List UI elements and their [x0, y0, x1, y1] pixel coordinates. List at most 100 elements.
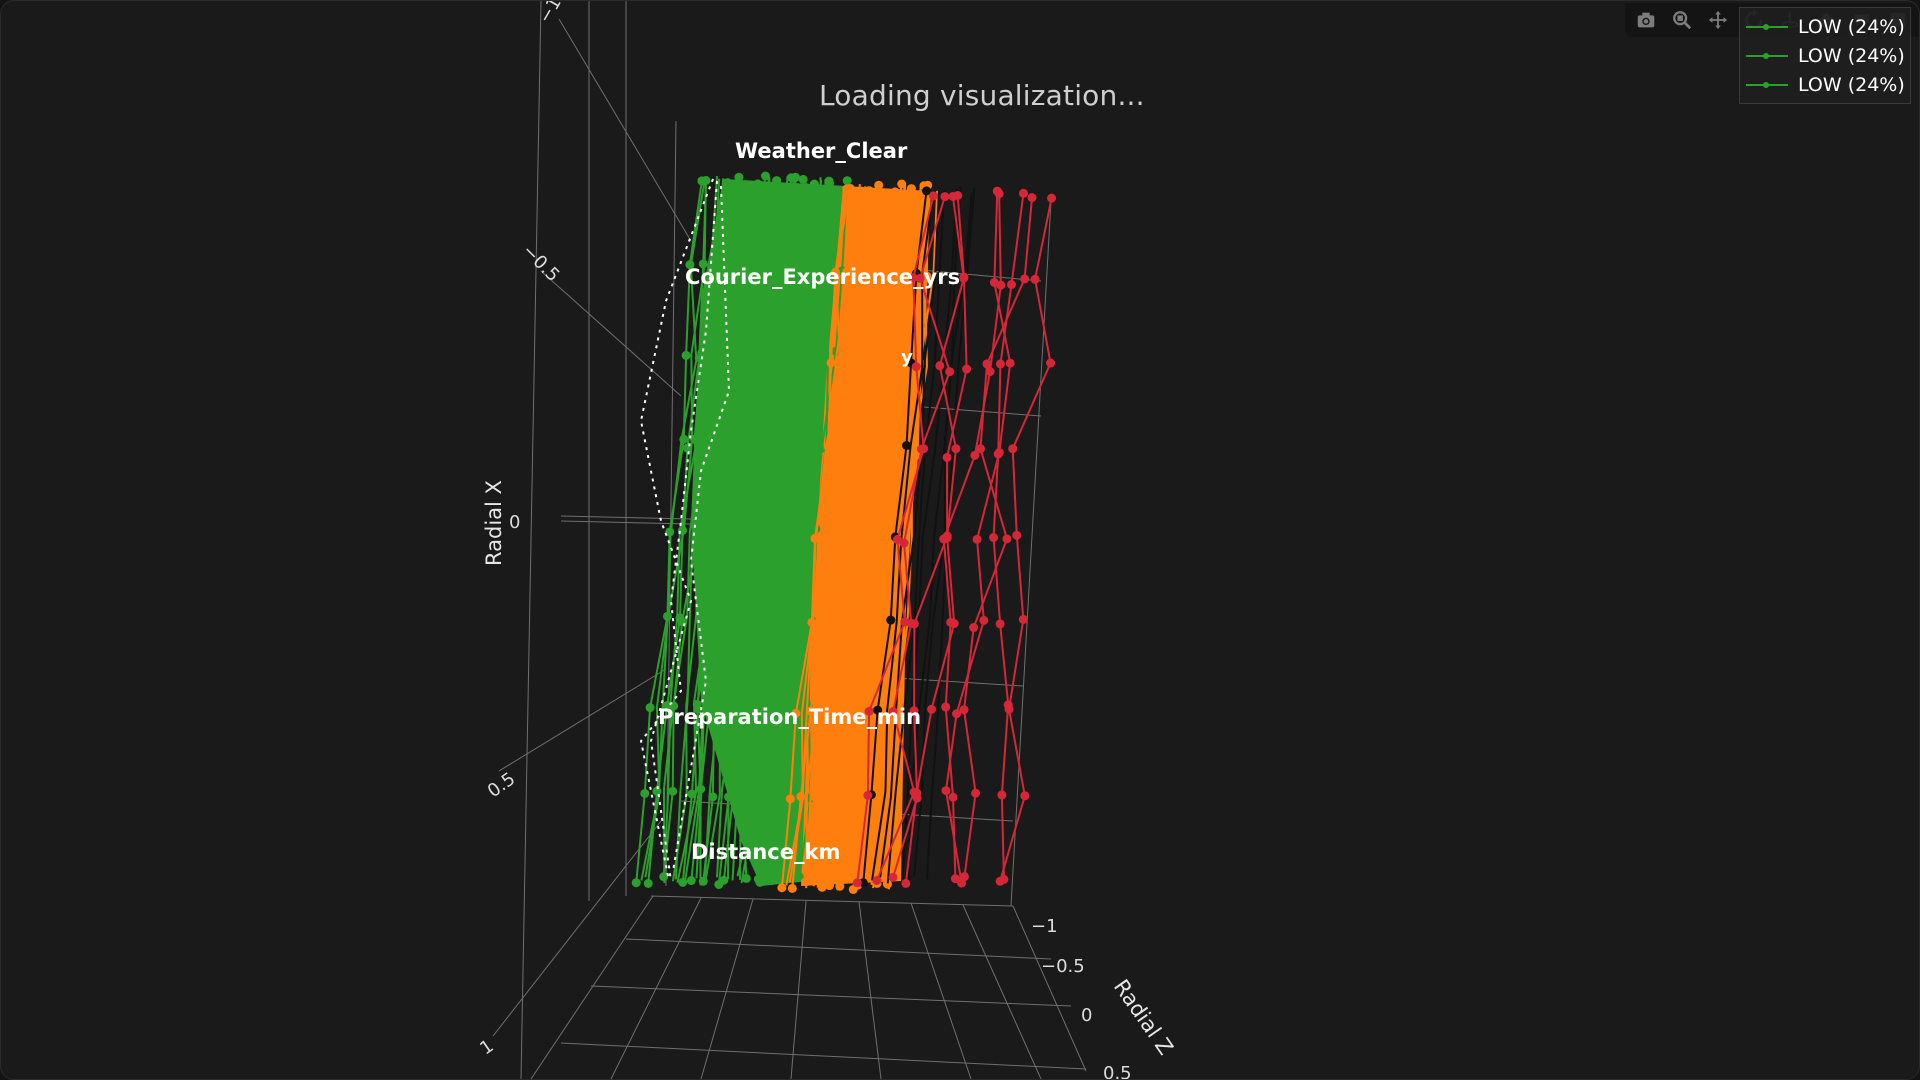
trace-marker	[690, 434, 700, 444]
trace-line	[840, 187, 906, 887]
trace-marker	[766, 523, 776, 533]
x-axis-title: Radial X	[482, 480, 506, 566]
trace-marker	[872, 875, 882, 885]
trace-line	[674, 178, 725, 880]
grid-line	[610, 897, 702, 1079]
trace-marker	[972, 534, 982, 544]
trace-marker	[818, 354, 828, 364]
z-tick-label: 0.5	[1103, 1063, 1132, 1079]
trace-marker	[750, 438, 760, 448]
trace-marker	[788, 528, 798, 538]
legend-label: LOW (24%)	[1798, 73, 1905, 96]
trace-marker	[911, 362, 921, 372]
trace-line	[901, 188, 958, 879]
trace-marker	[909, 619, 919, 629]
pan-icon[interactable]	[1703, 5, 1733, 35]
trace-marker	[959, 272, 969, 282]
outline-path	[639, 178, 714, 882]
trace-marker	[640, 788, 650, 798]
trace-marker	[734, 172, 744, 182]
trace-marker	[762, 615, 772, 625]
trace-marker	[739, 434, 749, 444]
trace-marker	[737, 790, 747, 800]
trace-marker	[755, 877, 765, 887]
trace-marker	[772, 176, 782, 186]
trace-marker	[897, 179, 907, 189]
feature-label-courier-experience: Courier_Experience_yrs	[685, 265, 960, 289]
trace-marker	[824, 881, 834, 891]
z-tick-label: 0	[1081, 1005, 1092, 1026]
trace-marker	[643, 878, 653, 888]
legend-item[interactable]: LOW (24%)	[1740, 70, 1910, 99]
trace-line	[812, 191, 874, 887]
trace-marker	[826, 358, 836, 368]
legend-swatch	[1746, 23, 1788, 30]
trace-marker	[826, 450, 836, 460]
grid-line	[560, 1042, 1087, 1070]
grid-line	[498, 668, 667, 772]
trace-marker	[727, 355, 737, 365]
trace-marker	[970, 450, 980, 460]
trace-marker	[700, 530, 710, 540]
data-traces	[631, 171, 1057, 894]
trace-marker	[875, 441, 885, 451]
grid-line	[560, 515, 692, 520]
trace-marker	[1004, 704, 1014, 714]
grid-lines	[492, 1, 1087, 1079]
x-tick-label: −0.5	[518, 240, 564, 286]
trace-marker	[874, 187, 884, 197]
trace-marker	[1018, 614, 1028, 624]
trace-line	[703, 181, 758, 877]
z-tick-label: −0.5	[1041, 956, 1085, 977]
feature-label-weather: Weather_Clear	[735, 139, 908, 163]
grid-line	[962, 904, 1042, 1079]
trace-marker	[652, 786, 662, 796]
grid-line	[1012, 905, 1087, 1072]
trace-marker	[952, 709, 962, 719]
trace-marker	[859, 531, 869, 541]
trace-marker	[809, 792, 819, 802]
trace-marker	[631, 878, 641, 888]
trace-marker	[832, 441, 842, 451]
trace-line	[695, 184, 744, 879]
trace-marker	[719, 875, 729, 885]
trace-marker	[854, 441, 864, 451]
trace-marker	[959, 705, 969, 715]
trace-marker	[701, 176, 711, 186]
trace-line	[780, 179, 828, 878]
grid-line	[492, 820, 662, 1037]
x-tick-label: 1	[476, 1036, 497, 1060]
trace-marker	[801, 877, 811, 887]
trace-marker	[945, 367, 955, 377]
trace-marker	[714, 434, 724, 444]
grid-line	[558, 18, 692, 242]
trace-line	[759, 182, 808, 879]
x-tick-label: 0.5	[484, 768, 520, 802]
trace-marker	[732, 443, 742, 453]
camera-icon[interactable]	[1631, 5, 1661, 35]
trace-marker	[915, 273, 925, 283]
trace-marker	[985, 367, 995, 377]
trace-marker	[794, 265, 804, 275]
trace-marker	[1047, 193, 1057, 203]
trace-marker	[744, 529, 754, 539]
trace-marker	[686, 876, 696, 886]
trace-marker	[692, 699, 702, 709]
trace-marker	[888, 872, 898, 882]
zoom-icon[interactable]	[1667, 5, 1697, 35]
trace-marker	[681, 350, 691, 360]
trace-line	[759, 185, 799, 885]
trace-marker	[789, 434, 799, 444]
trace-marker	[888, 706, 898, 716]
trace-marker	[811, 707, 821, 717]
legend-item[interactable]: LOW (24%)	[1740, 41, 1910, 70]
grid-line	[590, 985, 1072, 1007]
legend-item[interactable]: LOW (24%)	[1740, 12, 1910, 41]
feature-label-preparation-time: Preparation_Time_min	[658, 705, 921, 729]
trace-marker	[992, 186, 1002, 196]
trace-marker	[645, 703, 655, 713]
trace-marker	[1030, 274, 1040, 284]
trace-marker	[906, 184, 916, 194]
